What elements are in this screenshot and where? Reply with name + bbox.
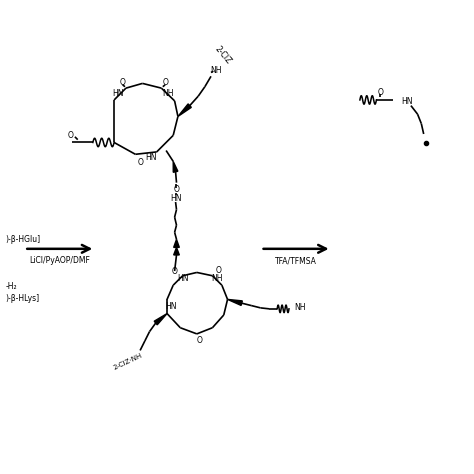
Text: HN: HN	[165, 302, 177, 311]
Text: O: O	[196, 336, 202, 345]
Polygon shape	[178, 104, 191, 117]
Text: )-β-HLys]: )-β-HLys]	[5, 294, 39, 303]
Text: O: O	[162, 78, 168, 87]
Text: HN: HN	[145, 153, 157, 162]
Text: O: O	[68, 131, 73, 140]
Text: NH: NH	[211, 273, 223, 283]
Text: O: O	[173, 185, 180, 194]
Text: HN: HN	[113, 89, 124, 98]
Polygon shape	[173, 247, 179, 255]
Text: LiCl/PyAOP/DMF: LiCl/PyAOP/DMF	[29, 256, 90, 265]
Text: HN: HN	[170, 194, 182, 203]
Text: O: O	[377, 88, 383, 97]
Polygon shape	[228, 300, 242, 305]
Text: 2-ClZ·NH: 2-ClZ·NH	[112, 352, 143, 371]
Text: O: O	[215, 265, 221, 274]
Polygon shape	[173, 239, 179, 247]
Text: HN: HN	[177, 273, 188, 283]
Polygon shape	[154, 314, 167, 325]
Text: NH: NH	[295, 303, 306, 312]
Text: NH: NH	[163, 89, 174, 98]
Text: TFA/TFMSA: TFA/TFMSA	[275, 256, 317, 265]
Text: O: O	[120, 78, 126, 87]
Text: 2-ClZ: 2-ClZ	[213, 45, 233, 66]
Text: HN: HN	[401, 97, 413, 106]
Polygon shape	[173, 161, 178, 173]
Text: -H₂: -H₂	[5, 282, 17, 291]
Text: NH: NH	[210, 66, 221, 75]
Text: O: O	[137, 158, 143, 167]
Text: )-β-HGlu]: )-β-HGlu]	[5, 235, 41, 244]
Text: O: O	[172, 267, 178, 276]
